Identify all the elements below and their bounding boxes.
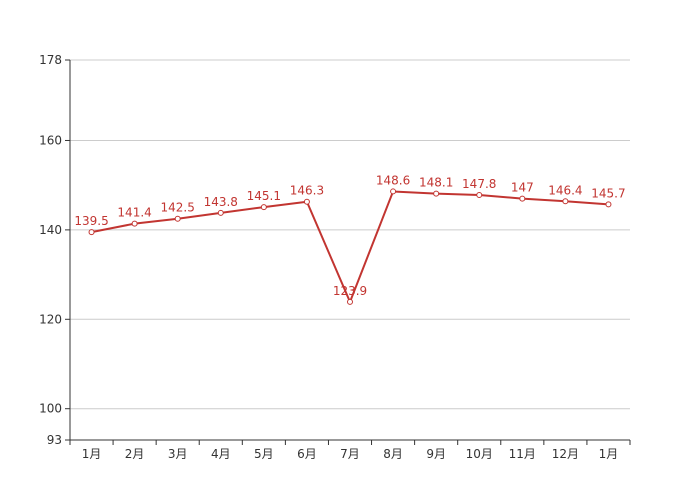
data-point[interactable] <box>519 195 526 202</box>
y-ticks: 93 100 120 140 160 178 <box>39 53 70 447</box>
series-layer <box>88 188 612 305</box>
data-label: 148.6 <box>376 173 410 187</box>
data-label: 142.5 <box>161 201 195 215</box>
x-tick-label: 1月 <box>82 447 102 461</box>
data-point[interactable] <box>88 229 95 236</box>
x-tick-label: 11月 <box>509 447 536 461</box>
x-tick-label: 12月 <box>552 447 579 461</box>
data-label: 143.8 <box>204 195 238 209</box>
data-point[interactable] <box>217 209 224 216</box>
x-tick-label: 3月 <box>168 447 188 461</box>
data-label: 147 <box>511 181 534 195</box>
data-label: 145.7 <box>591 186 625 200</box>
x-ticks: 1月 2月 3月 4月 5月 6月 7月 8月 9月 10月 11月 12月 1月 <box>69 440 631 461</box>
data-label: 139.5 <box>74 214 108 228</box>
data-labels: 139.5 141.4 142.5 143.8 145.1 146.3 123.9 148.6… <box>74 173 625 297</box>
data-label: 141.4 <box>117 206 151 220</box>
data-label: 145.1 <box>247 189 281 203</box>
grid-lines <box>70 59 630 410</box>
data-point[interactable] <box>131 220 138 227</box>
y-tick-label: 160 <box>39 133 62 147</box>
data-point[interactable] <box>605 201 612 208</box>
x-tick-label: 10月 <box>466 447 493 461</box>
data-point[interactable] <box>174 215 181 222</box>
data-point[interactable] <box>260 204 267 211</box>
x-tick-label: 9月 <box>426 447 446 461</box>
data-point[interactable] <box>390 188 397 195</box>
y-tick-label: 93 <box>47 433 62 447</box>
data-label: 148.1 <box>419 176 453 190</box>
y-tick-label: 100 <box>39 402 62 416</box>
x-tick-label: 8月 <box>383 447 403 461</box>
data-label: 146.4 <box>548 183 582 197</box>
x-tick-label: 4月 <box>211 447 231 461</box>
data-point[interactable] <box>347 298 353 305</box>
x-tick-label: 2月 <box>125 447 145 461</box>
data-point[interactable] <box>562 198 569 205</box>
x-tick-label: 7月 <box>340 447 360 461</box>
x-tick-label: 6月 <box>297 447 317 461</box>
data-label: 123.9 <box>333 284 367 298</box>
data-point[interactable] <box>476 192 483 199</box>
data-point[interactable] <box>303 198 310 205</box>
x-tick-label: 1月 <box>599 447 619 461</box>
data-label: 146.3 <box>290 184 324 198</box>
data-point[interactable] <box>433 190 440 197</box>
y-tick-label: 140 <box>39 223 62 237</box>
y-tick-label: 120 <box>39 312 62 326</box>
axes <box>69 60 630 441</box>
x-tick-label: 5月 <box>254 447 274 461</box>
y-tick-label: 178 <box>39 53 62 67</box>
data-label: 147.8 <box>462 177 496 191</box>
